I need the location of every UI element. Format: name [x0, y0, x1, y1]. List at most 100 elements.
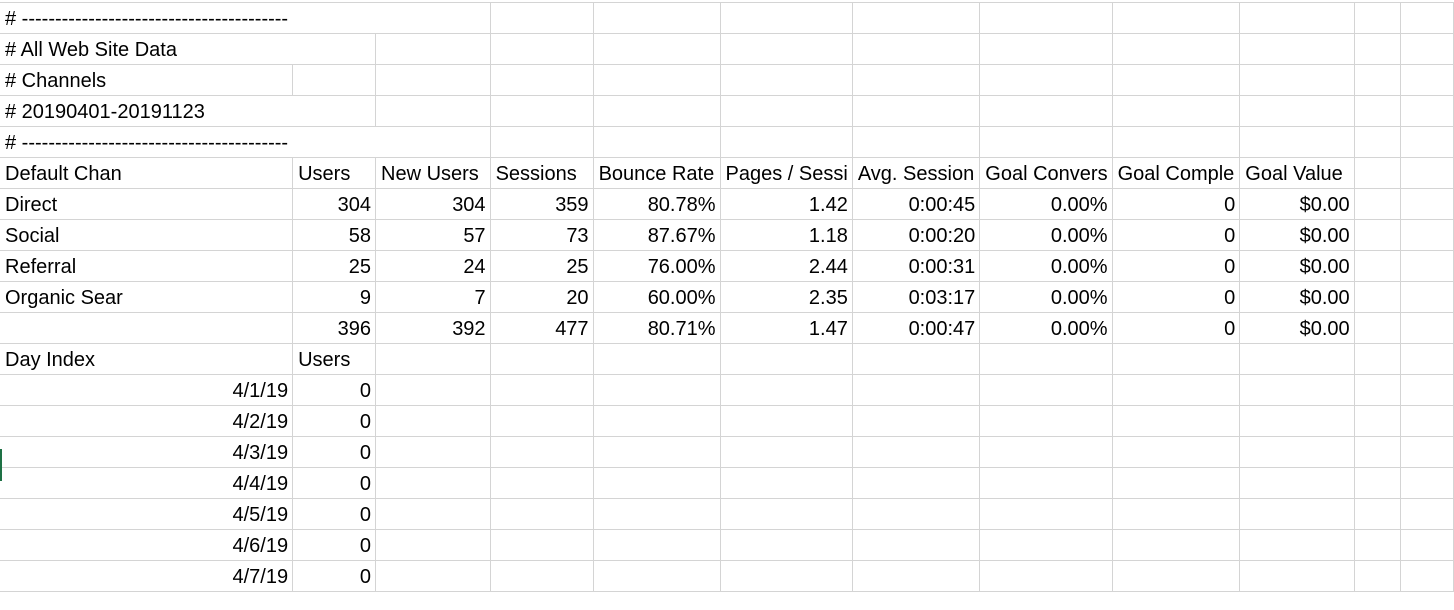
empty-cell[interactable] — [852, 95, 981, 127]
empty-cell[interactable] — [979, 343, 1113, 375]
column-header-cell[interactable]: Sessions — [490, 157, 594, 189]
value-cell[interactable]: 0 — [1112, 188, 1241, 220]
empty-cell[interactable] — [1112, 560, 1241, 592]
value-cell[interactable]: 0.00% — [979, 219, 1113, 251]
empty-cell[interactable] — [1400, 157, 1454, 189]
empty-cell[interactable] — [1354, 64, 1402, 96]
channel-name-cell[interactable]: Referral — [0, 250, 294, 282]
empty-cell[interactable] — [375, 95, 491, 127]
value-cell[interactable]: 359 — [490, 188, 594, 220]
empty-cell[interactable] — [375, 33, 491, 65]
users-cell[interactable]: 0 — [292, 467, 376, 499]
header-comment-cell[interactable]: # Channels — [0, 64, 294, 96]
empty-cell[interactable] — [1112, 343, 1241, 375]
empty-cell[interactable] — [375, 529, 491, 561]
empty-cell[interactable] — [593, 436, 721, 468]
empty-cell[interactable] — [375, 126, 491, 158]
empty-cell[interactable] — [1400, 560, 1454, 592]
date-cell[interactable]: 4/3/19 — [0, 436, 294, 468]
column-header-cell[interactable]: Pages / Sessi — [720, 157, 853, 189]
total-cell[interactable]: 80.71% — [593, 312, 721, 344]
value-cell[interactable]: $0.00 — [1239, 250, 1355, 282]
empty-cell[interactable] — [1354, 188, 1402, 220]
header-comment-cell[interactable]: # --------------------------------------… — [0, 2, 293, 34]
empty-cell[interactable] — [490, 64, 594, 96]
empty-cell[interactable] — [593, 343, 721, 375]
value-cell[interactable]: 25 — [292, 250, 376, 282]
empty-cell[interactable] — [979, 33, 1113, 65]
empty-cell[interactable] — [490, 33, 594, 65]
empty-cell[interactable] — [1354, 374, 1402, 406]
column-header-cell[interactable]: Users — [292, 157, 376, 189]
value-cell[interactable]: 57 — [375, 219, 491, 251]
empty-cell[interactable] — [1354, 33, 1402, 65]
empty-cell[interactable] — [720, 467, 853, 499]
empty-cell[interactable] — [375, 467, 491, 499]
empty-cell[interactable] — [1354, 157, 1402, 189]
date-cell[interactable]: 4/1/19 — [0, 374, 294, 406]
empty-cell[interactable] — [979, 64, 1113, 96]
date-cell[interactable]: 4/2/19 — [0, 405, 294, 437]
empty-cell[interactable] — [375, 343, 491, 375]
empty-cell[interactable] — [1354, 529, 1402, 561]
date-cell[interactable]: 4/5/19 — [0, 498, 294, 530]
empty-cell[interactable] — [490, 2, 594, 34]
users-cell[interactable]: 0 — [292, 498, 376, 530]
empty-cell[interactable] — [1354, 312, 1402, 344]
empty-cell[interactable] — [979, 126, 1113, 158]
total-cell[interactable]: 0:00:47 — [852, 312, 981, 344]
empty-cell[interactable] — [1354, 436, 1402, 468]
header-comment-cell[interactable]: # 20190401-20191123 — [0, 95, 293, 127]
empty-cell[interactable] — [1112, 2, 1241, 34]
value-cell[interactable]: 304 — [375, 188, 491, 220]
empty-cell[interactable] — [292, 2, 376, 34]
empty-cell[interactable] — [720, 343, 853, 375]
empty-cell[interactable] — [852, 64, 981, 96]
empty-cell[interactable] — [1112, 374, 1241, 406]
users-cell[interactable]: 0 — [292, 560, 376, 592]
empty-cell[interactable] — [1112, 498, 1241, 530]
empty-cell[interactable] — [720, 374, 853, 406]
empty-cell[interactable] — [593, 405, 721, 437]
value-cell[interactable]: 0 — [1112, 219, 1241, 251]
value-cell[interactable]: 0:00:31 — [852, 250, 981, 282]
empty-cell[interactable] — [1112, 95, 1241, 127]
empty-cell[interactable] — [375, 2, 491, 34]
empty-cell[interactable] — [1354, 281, 1402, 313]
empty-cell[interactable] — [1354, 498, 1402, 530]
empty-cell[interactable] — [292, 64, 376, 96]
header-comment-cell[interactable]: # --------------------------------------… — [0, 126, 293, 158]
empty-cell[interactable] — [1400, 436, 1454, 468]
empty-cell[interactable] — [852, 498, 981, 530]
empty-cell[interactable] — [1354, 219, 1402, 251]
empty-cell[interactable] — [1239, 405, 1355, 437]
date-cell[interactable]: 4/6/19 — [0, 529, 294, 561]
empty-cell[interactable] — [720, 64, 853, 96]
total-cell[interactable]: 1.47 — [720, 312, 853, 344]
value-cell[interactable]: 0:03:17 — [852, 281, 981, 313]
empty-cell[interactable] — [490, 498, 594, 530]
value-cell[interactable]: 0.00% — [979, 281, 1113, 313]
value-cell[interactable]: 73 — [490, 219, 594, 251]
value-cell[interactable]: 58 — [292, 219, 376, 251]
empty-cell[interactable] — [490, 95, 594, 127]
empty-cell[interactable] — [1239, 95, 1355, 127]
empty-cell[interactable] — [852, 467, 981, 499]
empty-cell[interactable] — [593, 33, 721, 65]
total-cell[interactable]: 477 — [490, 312, 594, 344]
empty-cell[interactable] — [0, 312, 294, 344]
date-cell[interactable]: 4/7/19 — [0, 560, 294, 592]
empty-cell[interactable] — [979, 467, 1113, 499]
empty-cell[interactable] — [593, 529, 721, 561]
empty-cell[interactable] — [1400, 405, 1454, 437]
empty-cell[interactable] — [593, 95, 721, 127]
value-cell[interactable]: 2.35 — [720, 281, 853, 313]
value-cell[interactable]: 25 — [490, 250, 594, 282]
empty-cell[interactable] — [490, 467, 594, 499]
empty-cell[interactable] — [1400, 467, 1454, 499]
empty-cell[interactable] — [979, 2, 1113, 34]
empty-cell[interactable] — [979, 95, 1113, 127]
empty-cell[interactable] — [593, 560, 721, 592]
value-cell[interactable]: 80.78% — [593, 188, 721, 220]
